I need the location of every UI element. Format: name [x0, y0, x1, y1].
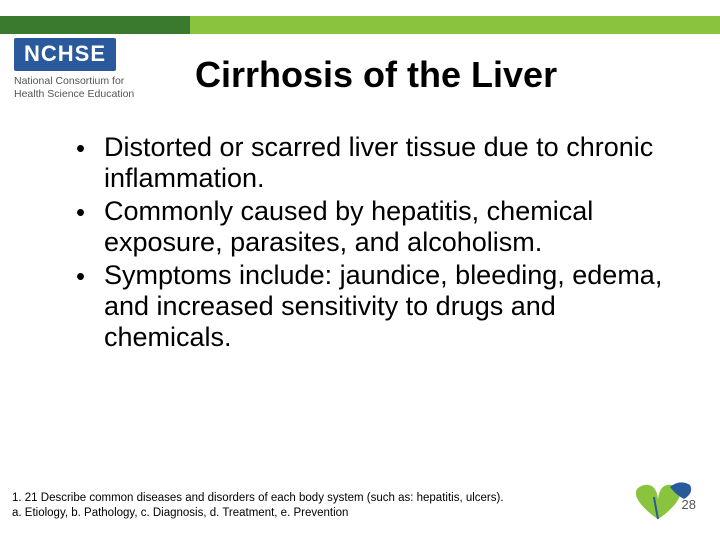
list-item: • Commonly caused by hepatitis, chemical…: [76, 196, 676, 258]
logo-acronym: NCHSE: [14, 38, 116, 71]
list-item: • Symptoms include: jaundice, bleeding, …: [76, 260, 676, 353]
org-logo: NCHSE National Consortium for Health Sci…: [14, 38, 174, 100]
footer-standard-text: 1. 21 Describe common diseases and disor…: [12, 491, 612, 520]
header-accent-bar: [0, 16, 720, 34]
bullet-marker: •: [76, 260, 104, 292]
bullet-text: Symptoms include: jaundice, bleeding, ed…: [104, 260, 676, 353]
logo-subtitle: National Consortium for Health Science E…: [14, 75, 174, 100]
logo-subtitle-line1: National Consortium for: [14, 75, 124, 87]
header-bar-dark: [0, 16, 190, 34]
footer-line1: 1. 21 Describe common diseases and disor…: [12, 492, 504, 504]
bullet-marker: •: [76, 132, 104, 164]
header-bar-light: [190, 16, 720, 34]
bullet-text: Distorted or scarred liver tissue due to…: [104, 132, 676, 194]
heart-leaf-icon: [620, 471, 700, 526]
logo-subtitle-line2: Health Science Education: [14, 88, 134, 100]
list-item: • Distorted or scarred liver tissue due …: [76, 132, 676, 194]
footer-line2: a. Etiology, b. Pathology, c. Diagnosis,…: [12, 507, 348, 519]
bullet-text: Commonly caused by hepatitis, chemical e…: [104, 196, 676, 258]
slide-title: Cirrhosis of the Liver: [195, 54, 557, 96]
bullet-marker: •: [76, 196, 104, 228]
bullet-list: • Distorted or scarred liver tissue due …: [76, 132, 676, 355]
